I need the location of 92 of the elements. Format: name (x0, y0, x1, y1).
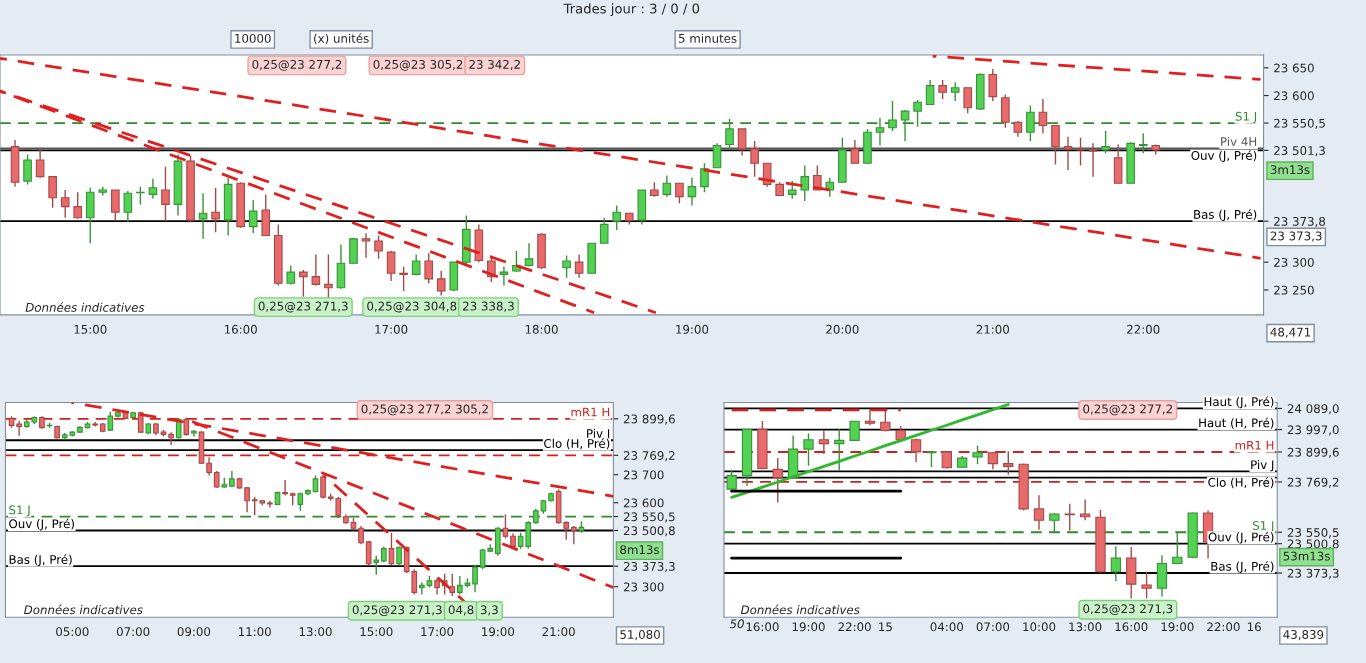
annotation: Données indicatives (24, 604, 143, 615)
ref-line-label: Haut (J, Pré) (1204, 396, 1274, 409)
x-tick-label: 15:00 (360, 627, 393, 637)
annotation: 0,25@23 305,2 (373, 59, 463, 71)
text: 51,080 (620, 630, 660, 641)
x-tick-label: 10:00 (1023, 622, 1056, 632)
annotation: 0,25@23 277,2 (1083, 404, 1172, 416)
annotation: Données indicatives (25, 302, 145, 312)
x-tick-label: 22:00 (1207, 622, 1240, 632)
annotation: Données indicatives (740, 604, 860, 615)
x-tick-label: 22:00 (838, 622, 871, 632)
text: 53m13s (1283, 551, 1330, 561)
text: 43,839 (1283, 630, 1324, 641)
chart-title: Trades jour : 3 / 0 / 0 (563, 3, 700, 17)
text: 8m13s (620, 545, 660, 555)
annotation: 04,8 (448, 605, 474, 616)
y-tick-label: 23 500,8 (1287, 539, 1339, 550)
x-tick-label: 16 (1247, 622, 1261, 632)
annotation: 0,25@23 271,3 (258, 301, 348, 313)
x-tick-label: 13:00 (1069, 622, 1102, 632)
ref-line-label: Ouv (J, Pré) (1208, 531, 1274, 544)
x-tick-label: 20:00 (826, 324, 859, 334)
ref-line-label: Bas (J, Pré) (9, 554, 72, 567)
y-tick-label: 23 700 (623, 470, 664, 480)
y-tick-label: 23 600 (623, 498, 664, 508)
x-tick-label: 18:00 (525, 324, 558, 334)
x-tick-label: 07:00 (976, 622, 1010, 632)
annotation: 3,3 (480, 605, 498, 616)
y-tick-label: 23 500,8 (623, 526, 675, 537)
text: 3m13s (1270, 165, 1310, 175)
ref-line-label: Haut (H, Pré) (1199, 417, 1274, 429)
ref-line-label: mR1 H (571, 407, 610, 417)
text: 5 minutes (678, 33, 737, 43)
ref-line-label: Bas (J, Pré) (1211, 561, 1274, 573)
y-tick-label: 23 373,3 (623, 561, 675, 573)
y-tick-label: 23 250 (1274, 285, 1314, 295)
ref-line-label: Piv J (1251, 460, 1274, 472)
y-tick-label: 23 373,8 (1274, 216, 1326, 228)
text: 48,471 (1270, 327, 1311, 338)
annotation: 0,25@23 304,8 (367, 301, 457, 313)
ref-line-label: Bas (J, Pré) (1194, 209, 1257, 222)
y-tick-label: 23 550,5 (623, 512, 675, 523)
x-tick-label: 04:00 (930, 622, 964, 632)
y-tick-label: 23 550,5 (1274, 118, 1325, 129)
y-tick-label: 23 550,5 (1287, 527, 1339, 539)
y-tick-label: 23 501,3 (1274, 146, 1325, 157)
y-tick-label: 23 373,3 (1287, 568, 1339, 579)
x-tick-label: 16:00 (1115, 622, 1148, 632)
annotation: 23 342,2 (469, 59, 520, 71)
x-tick-label: 17:00 (375, 324, 408, 334)
y-tick-label: 23 769,2 (623, 451, 675, 462)
x-tick-label: 22:00 (1127, 324, 1160, 334)
ref-line-label: Piv 4H (1221, 136, 1257, 146)
x-tick-label: 11:00 (238, 627, 271, 637)
y-tick-label: 23 600 (1274, 91, 1314, 101)
x-tick-label: 05:00 (56, 627, 89, 637)
annotation: 23 338,3 (463, 301, 514, 312)
text: 50 (729, 619, 744, 629)
y-tick-label: 23 899,6 (1287, 447, 1339, 458)
y-tick-label: 23 769,2 (1287, 477, 1339, 488)
y-tick-label: 23 650 (1274, 63, 1314, 73)
x-tick-label: 19:00 (482, 627, 515, 637)
x-tick-label: 15 (879, 622, 892, 632)
ref-line-label: Ouv (J, Pré) (9, 518, 74, 531)
annotation: 0,25@23 277,2 305,2 (361, 404, 488, 416)
x-tick-label: 19:00 (1161, 622, 1194, 632)
x-tick-label: 15:00 (74, 324, 107, 334)
ref-line-label: S1 J (9, 505, 30, 517)
x-tick-label: 21:00 (542, 627, 575, 637)
y-tick-label: 23 899,6 (623, 414, 675, 425)
annotation: 0,25@23 271,3 (1083, 604, 1173, 616)
y-tick-label: 23 300 (1274, 257, 1314, 267)
y-tick-label: 24 089,0 (1287, 404, 1339, 415)
annotation: 0,25@23 277,2 (252, 59, 342, 71)
x-tick-label: 16:00 (746, 622, 779, 632)
x-tick-label: 17:00 (421, 627, 454, 637)
ref-line-label: Ouv (J, Pré) (1191, 150, 1257, 163)
x-tick-label: 21:00 (976, 324, 1010, 334)
x-tick-label: 16:00 (224, 324, 257, 334)
annotation: 0,25@23 271,3 (352, 605, 442, 617)
x-tick-label: 07:00 (116, 627, 150, 637)
text: 10000 (235, 33, 271, 43)
ref-line-label: mR1 H (1235, 440, 1274, 450)
y-tick-label: 23 300 (623, 582, 664, 592)
y-tick-label: 23 997,0 (1287, 425, 1339, 436)
text: (x) unités (314, 33, 369, 45)
x-tick-label: 19:00 (792, 622, 825, 632)
x-tick-label: 13:00 (299, 627, 332, 637)
ref-line-label: S1 J (1235, 111, 1257, 123)
x-tick-label: 19:00 (676, 324, 709, 334)
ref-line-label: Clo (H, Pré) (1208, 477, 1274, 489)
x-tick-label: 09:00 (177, 627, 211, 637)
